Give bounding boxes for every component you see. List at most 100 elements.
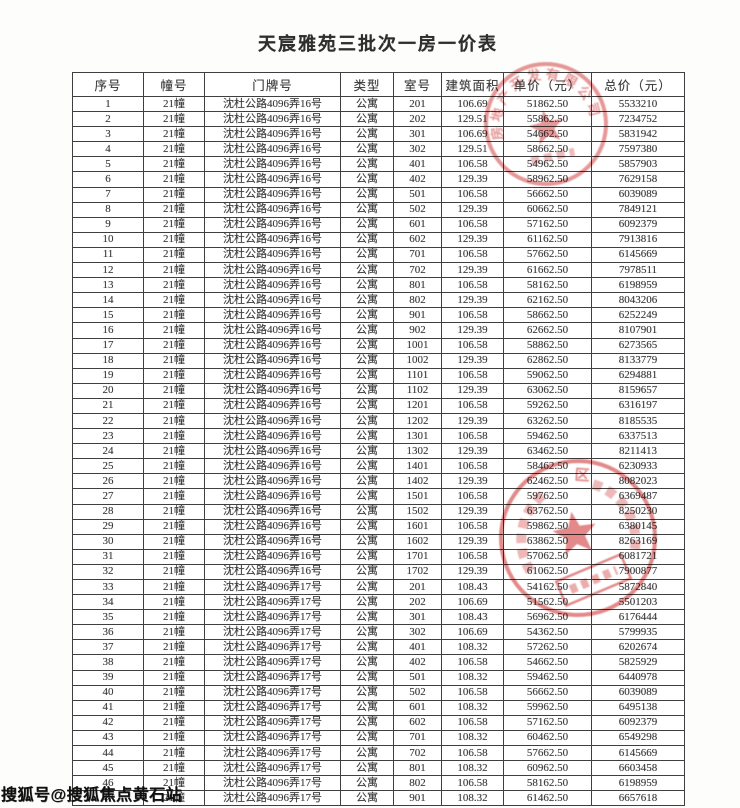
cell: 6176444 [591, 609, 685, 626]
cell: 6092379 [591, 216, 685, 233]
table-row: 15 21幢 沈杜公路4096弄16号 公寓 901 106.58 58662.50 6252… [72, 307, 685, 324]
cell: 公寓 [340, 337, 394, 354]
cell: 38 [72, 654, 144, 671]
cell: 21幢 [143, 337, 205, 354]
table-row: 45 21幢 沈杜公路4096弄17号 公寓 801 108.32 60962.50 6603… [72, 760, 685, 777]
table-row: 7 21幢 沈杜公路4096弄16号 公寓 501 106.58 56662.50 60390… [72, 186, 685, 203]
cell: 1001 [393, 337, 442, 354]
table-row: 30 21幢 沈杜公路4096弄16号 公寓 1602 129.39 63862.50 826… [72, 533, 685, 550]
cell: 5533210 [591, 95, 685, 113]
cell: 沈杜公路4096弄16号 [204, 382, 341, 399]
cell: 沈杜公路4096弄17号 [204, 729, 341, 747]
cell: 公寓 [340, 503, 394, 520]
cell: 201 [393, 578, 442, 596]
cell: 公寓 [340, 367, 394, 384]
cell: 沈杜公路4096弄16号 [204, 126, 341, 143]
cell: 16 [72, 322, 144, 339]
cell: 公寓 [340, 307, 394, 324]
cell: 8250230 [591, 503, 685, 520]
cell: 108.32 [441, 669, 504, 686]
cell: 公寓 [340, 488, 394, 505]
cell: 8 [72, 201, 144, 218]
cell: 21幢 [143, 382, 205, 399]
cell: 106.58 [441, 397, 504, 414]
cell: 41 [72, 699, 144, 716]
price-table: 序号 幢号 门牌号 类型 室号 建筑面积 单价（元） 总价（元） 1 21幢 沈杜公路4096弄1… [72, 72, 685, 807]
cell: 56962.50 [503, 609, 592, 626]
cell: 4 [72, 141, 144, 158]
cell: 公寓 [340, 760, 394, 777]
cell: 43 [72, 729, 144, 747]
cell: 沈杜公路4096弄16号 [204, 171, 341, 188]
cell: 106.58 [441, 277, 504, 294]
cell: 51562.50 [503, 594, 592, 611]
cell: 54362.50 [503, 624, 592, 641]
cell: 129.39 [441, 322, 504, 339]
cell: 129.51 [441, 141, 504, 158]
cell: 21幢 [143, 609, 205, 626]
table-row: 8 21幢 沈杜公路4096弄16号 公寓 502 129.39 60662.50 78491… [72, 201, 685, 218]
cell: 21幢 [143, 714, 205, 731]
cell: 公寓 [340, 171, 394, 188]
table-row: 3 21幢 沈杜公路4096弄16号 公寓 301 106.69 54662.50 58319… [72, 126, 685, 143]
cell: 501 [393, 186, 442, 203]
table-row: 10 21幢 沈杜公路4096弄16号 公寓 602 129.39 61162.50 7913… [72, 231, 685, 248]
cell: 36 [72, 624, 144, 641]
cell: 公寓 [340, 126, 394, 143]
cell: 57062.50 [503, 548, 592, 565]
cell: 1402 [393, 473, 442, 490]
cell: 沈杜公路4096弄17号 [204, 790, 341, 807]
cell: 1302 [393, 443, 442, 460]
cell: 21幢 [143, 367, 205, 384]
cell: 21幢 [143, 156, 205, 173]
cell: 63462.50 [503, 443, 592, 460]
cell: 沈杜公路4096弄16号 [204, 156, 341, 173]
cell: 7597380 [591, 141, 685, 158]
cell: 6440978 [591, 669, 685, 686]
cell: 14 [72, 292, 144, 309]
table-row: 1 21幢 沈杜公路4096弄16号 公寓 201 106.69 51862.50 55332… [72, 95, 685, 113]
cell: 5857903 [591, 156, 685, 173]
cell: 58462.50 [503, 458, 592, 475]
cell: 6 [72, 171, 144, 188]
cell: 201 [393, 95, 442, 113]
cell: 39 [72, 669, 144, 686]
cell: 21幢 [143, 186, 205, 203]
cell: 25 [72, 458, 144, 475]
table-row: 20 21幢 沈杜公路4096弄16号 公寓 1102 129.39 63062.50 815… [72, 382, 685, 399]
cell: 21幢 [143, 246, 205, 264]
cell: 21幢 [143, 322, 205, 339]
cell: 公寓 [340, 745, 394, 762]
cell: 21幢 [143, 533, 205, 550]
cell: 6081721 [591, 548, 685, 565]
cell: 55862.50 [503, 111, 592, 128]
cell: 58662.50 [503, 141, 592, 158]
cell: 129.39 [441, 201, 504, 218]
cell: 601 [393, 699, 442, 716]
cell: 42 [72, 714, 144, 731]
cell: 502 [393, 684, 442, 701]
cell: 22 [72, 412, 144, 430]
cell: 公寓 [340, 412, 394, 430]
column-header: 室号 [393, 72, 442, 97]
cell: 沈杜公路4096弄16号 [204, 186, 341, 203]
table-row: 33 21幢 沈杜公路4096弄17号 公寓 201 108.43 54162.50 5872… [72, 578, 685, 596]
table-row: 41 21幢 沈杜公路4096弄17号 公寓 601 108.32 59962.50 6495… [72, 699, 685, 716]
cell: 701 [393, 729, 442, 747]
cell: 59962.50 [503, 699, 592, 716]
cell: 公寓 [340, 518, 394, 535]
cell: 8082023 [591, 473, 685, 490]
cell: 1702 [393, 563, 442, 581]
cell: 51862.50 [503, 95, 592, 113]
cell: 1701 [393, 548, 442, 565]
table-row: 23 21幢 沈杜公路4096弄16号 公寓 1301 106.58 59462.50 633… [72, 428, 685, 445]
cell: 45 [72, 760, 144, 777]
cell: 公寓 [340, 397, 394, 414]
cell: 6252249 [591, 307, 685, 324]
cell: 公寓 [340, 111, 394, 128]
column-header: 门牌号 [204, 72, 341, 97]
cell: 沈杜公路4096弄16号 [204, 292, 341, 309]
table-row: 39 21幢 沈杜公路4096弄17号 公寓 501 108.32 59462.50 6440… [72, 669, 685, 686]
cell: 62162.50 [503, 292, 592, 309]
cell: 21幢 [143, 669, 205, 686]
